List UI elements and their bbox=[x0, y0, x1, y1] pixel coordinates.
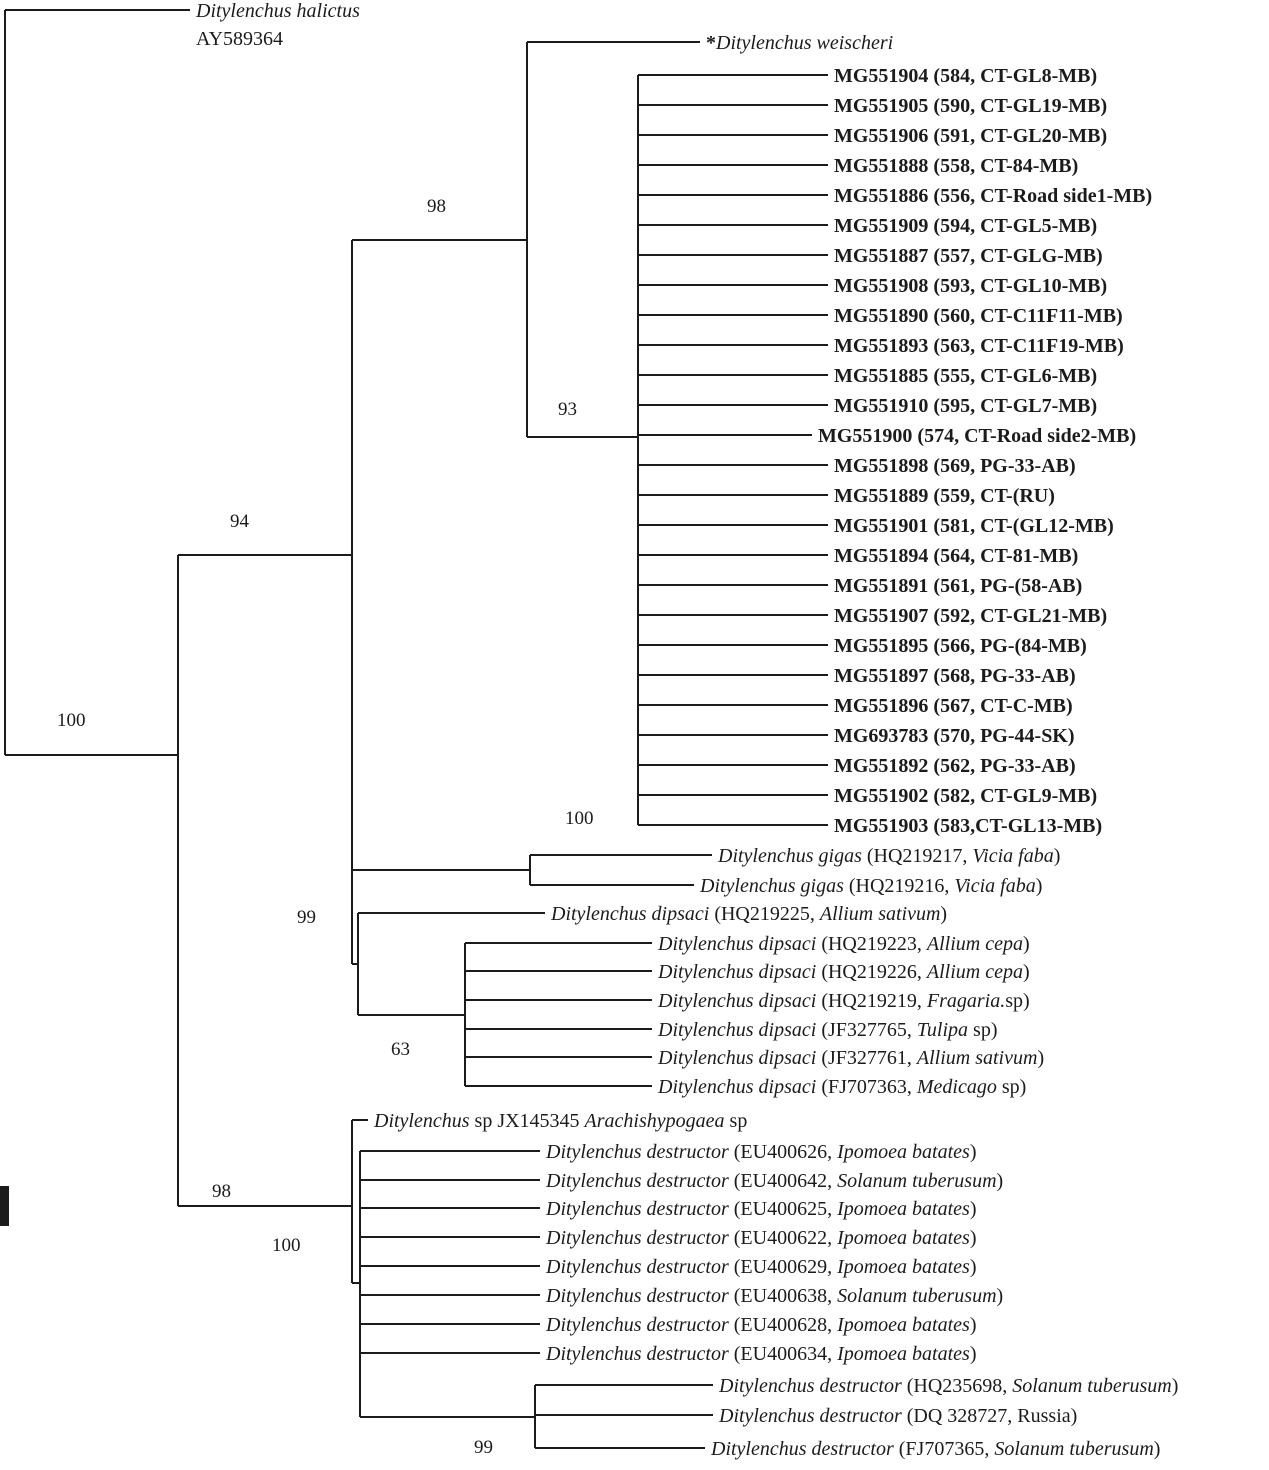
taxon-label: MG551890 (560, CT-C11F11-MB) bbox=[834, 305, 1123, 327]
support-value: 100 bbox=[272, 1235, 301, 1256]
support-value: 63 bbox=[391, 1039, 410, 1060]
taxon-label: Ditylenchus destructor (EU400628, Ipomoe… bbox=[545, 1314, 977, 1336]
taxon-label: MG551907 (592, CT-GL21-MB) bbox=[834, 605, 1107, 627]
support-value: 93 bbox=[558, 399, 577, 420]
taxon-label: MG551903 (583,CT-GL13-MB) bbox=[834, 815, 1102, 837]
taxon-label: Ditylenchus destructor (EU400622, Ipomoe… bbox=[545, 1227, 977, 1249]
taxon-label: Ditylenchus dipsaci (FJ707363, Medicago … bbox=[657, 1076, 1026, 1098]
taxon-label: MG551887 (557, CT-GLG-MB) bbox=[834, 245, 1103, 267]
taxon-label: MG551885 (555, CT-GL6-MB) bbox=[834, 365, 1097, 387]
taxon-label: Ditylenchus destructor (EU400634, Ipomoe… bbox=[545, 1343, 977, 1365]
taxon-label: Ditylenchus dipsaci (JF327761, Allium sa… bbox=[657, 1047, 1044, 1069]
taxon-label: MG551906 (591, CT-GL20-MB) bbox=[834, 125, 1107, 147]
taxon-label: Ditylenchus dipsaci (HQ219219, Fragaria.… bbox=[657, 990, 1030, 1012]
taxon-label: Ditylenchus destructor (DQ 328727, Russi… bbox=[718, 1405, 1077, 1427]
taxon-label: MG551900 (574, CT-Road side2-MB) bbox=[818, 425, 1136, 447]
taxon-label: Ditylenchus dipsaci (HQ219225, Allium sa… bbox=[550, 903, 947, 925]
taxon-label: Ditylenchus halictus bbox=[195, 0, 360, 22]
taxon-label: Ditylenchus gigas (HQ219217, Vicia faba) bbox=[717, 845, 1060, 867]
taxon-label: MG551891 (561, PG-(58-AB) bbox=[834, 575, 1082, 597]
taxon-label: Ditylenchus destructor (EU400625, Ipomoe… bbox=[545, 1198, 977, 1220]
taxon-label: MG551895 (566, PG-(84-MB) bbox=[834, 635, 1087, 657]
taxon-label: Ditylenchus sp JX145345 Arachishypogaea … bbox=[373, 1110, 747, 1132]
taxon-label: MG551901 (581, CT-(GL12-MB) bbox=[834, 515, 1114, 537]
taxon-label: MG551894 (564, CT-81-MB) bbox=[834, 545, 1078, 567]
taxon-label: MG551909 (594, CT-GL5-MB) bbox=[834, 215, 1097, 237]
taxon-label: MG551886 (556, CT-Road side1-MB) bbox=[834, 185, 1152, 207]
support-value: 100 bbox=[565, 808, 594, 829]
taxon-label: Ditylenchus destructor (EU400642, Solanu… bbox=[545, 1170, 1003, 1192]
taxon-label: MG551888 (558, CT-84-MB) bbox=[834, 155, 1078, 177]
taxon-label: MG551889 (559, CT-(RU) bbox=[834, 485, 1055, 507]
taxon-label: Ditylenchus destructor (EU400629, Ipomoe… bbox=[545, 1256, 977, 1278]
taxon-label: Ditylenchus destructor (FJ707365, Solanu… bbox=[710, 1438, 1160, 1460]
support-value: 99 bbox=[474, 1437, 493, 1458]
taxon-label: MG551896 (567, CT-C-MB) bbox=[834, 695, 1073, 717]
taxon-label: MG551904 (584, CT-GL8-MB) bbox=[834, 65, 1097, 87]
taxon-accession-label: AY589364 bbox=[196, 28, 283, 50]
taxon-label: Ditylenchus dipsaci (HQ219226, Allium ce… bbox=[657, 961, 1030, 983]
taxon-label: Ditylenchus dipsaci (HQ219223, Allium ce… bbox=[657, 933, 1030, 955]
support-value: 98 bbox=[212, 1181, 231, 1202]
taxon-label: Ditylenchus gigas (HQ219216, Vicia faba) bbox=[699, 875, 1042, 897]
taxon-label: MG551910 (595, CT-GL7-MB) bbox=[834, 395, 1097, 417]
taxon-label: MG551902 (582, CT-GL9-MB) bbox=[834, 785, 1097, 807]
taxon-label: MG551898 (569, PG-33-AB) bbox=[834, 455, 1076, 477]
taxon-label: Ditylenchus dipsaci (JF327765, Tulipa sp… bbox=[657, 1019, 997, 1041]
taxon-label: MG693783 (570, PG-44-SK) bbox=[834, 725, 1075, 747]
taxon-label: MG551897 (568, PG-33-AB) bbox=[834, 665, 1076, 687]
taxon-label: Ditylenchus destructor (EU400626, Ipomoe… bbox=[545, 1141, 977, 1163]
taxon-label: MG551908 (593, CT-GL10-MB) bbox=[834, 275, 1107, 297]
support-value: 99 bbox=[297, 907, 316, 928]
taxon-label: MG551905 (590, CT-GL19-MB) bbox=[834, 95, 1107, 117]
support-value: 94 bbox=[230, 511, 250, 532]
taxon-label: Ditylenchus destructor (EU400638, Solanu… bbox=[545, 1285, 1003, 1307]
support-value: 98 bbox=[427, 196, 446, 217]
taxon-label: MG551893 (563, CT-C11F19-MB) bbox=[834, 335, 1124, 357]
taxon-label: Ditylenchus destructor (HQ235698, Solanu… bbox=[718, 1375, 1178, 1397]
edge-artifact-mark bbox=[0, 1186, 9, 1226]
taxon-label: *Ditylenchus weischeri bbox=[706, 32, 893, 54]
taxon-label: MG551892 (562, PG-33-AB) bbox=[834, 755, 1076, 777]
support-value: 100 bbox=[57, 710, 86, 731]
